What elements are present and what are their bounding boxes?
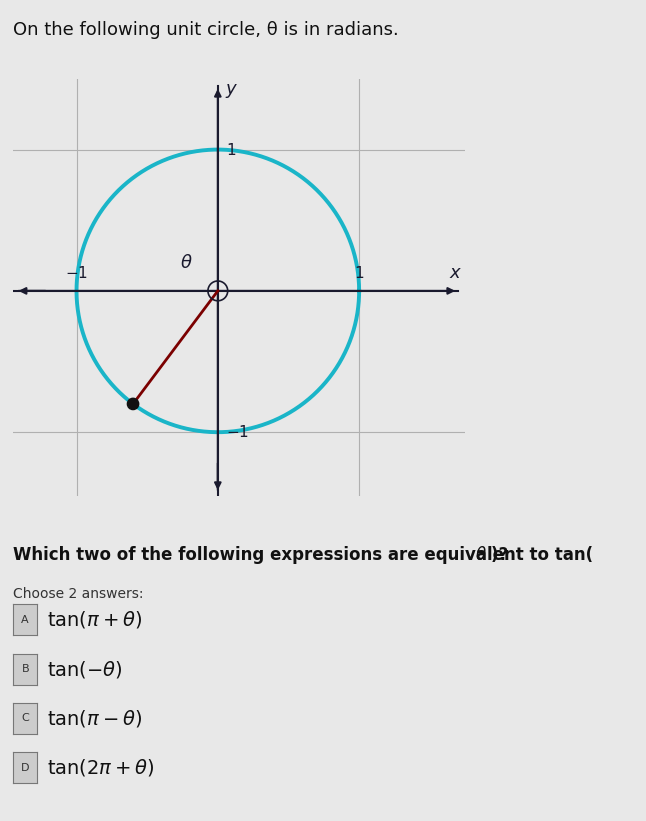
Text: $\theta$: $\theta$ (180, 254, 193, 272)
Text: On the following unit circle, θ is in radians.: On the following unit circle, θ is in ra… (13, 21, 399, 39)
Text: $\theta$: $\theta$ (475, 546, 486, 564)
Text: $y$: $y$ (225, 82, 238, 99)
Text: $\tan(\pi - \theta)$: $\tan(\pi - \theta)$ (47, 708, 142, 729)
Text: $-1$: $-1$ (65, 265, 88, 281)
Text: $1$: $1$ (354, 265, 364, 281)
Text: $1$: $1$ (226, 141, 236, 158)
Text: $-1$: $-1$ (226, 424, 249, 440)
Text: Choose 2 answers:: Choose 2 answers: (13, 587, 143, 601)
Text: )?: )? (491, 546, 514, 564)
Text: A: A (21, 615, 29, 625)
Text: B: B (21, 664, 29, 674)
Text: C: C (21, 713, 29, 723)
Text: D: D (21, 763, 30, 773)
Text: $\tan(-\theta)$: $\tan(-\theta)$ (47, 658, 123, 680)
Text: $\tan(\pi + \theta)$: $\tan(\pi + \theta)$ (47, 609, 142, 631)
Circle shape (127, 398, 139, 410)
Text: $x$: $x$ (449, 264, 463, 282)
Text: Which two of the following expressions are equivalent to tan(: Which two of the following expressions a… (13, 546, 593, 564)
Text: $\tan(2\pi + \theta)$: $\tan(2\pi + \theta)$ (47, 757, 154, 778)
